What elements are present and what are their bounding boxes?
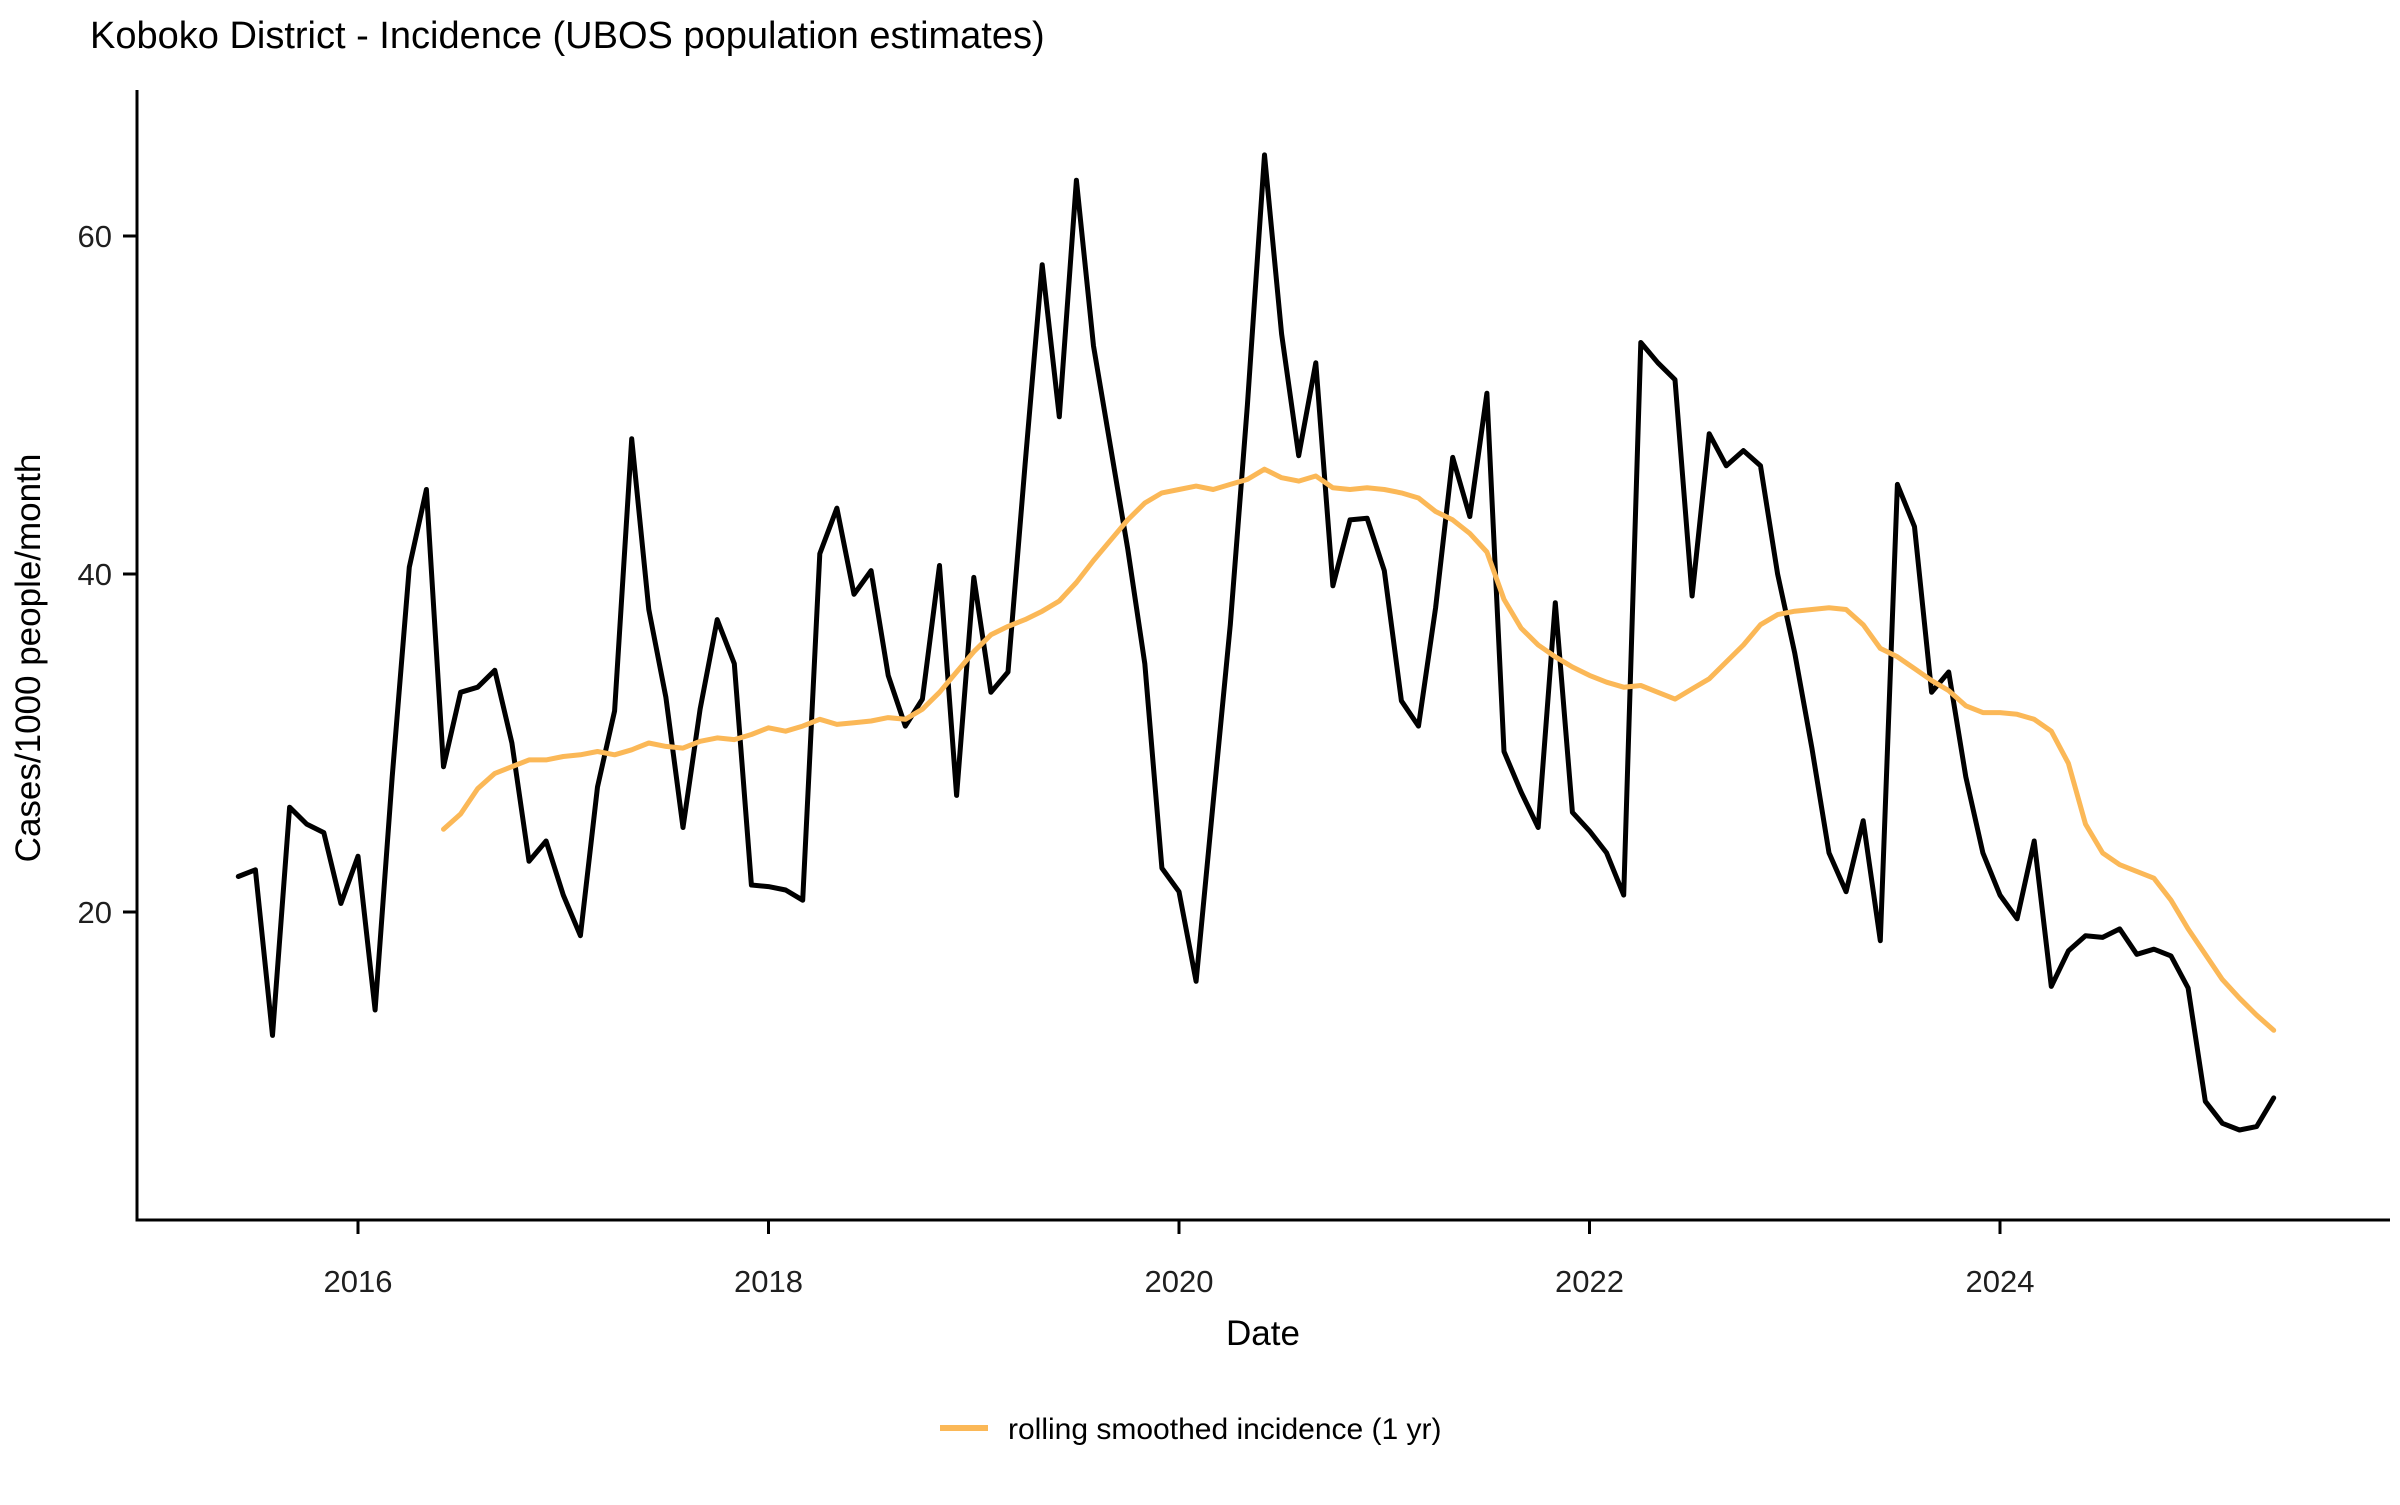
- x-axis-ticks: 2016 2018 2020 2022 2024: [324, 1220, 2035, 1299]
- y-tick-label: 40: [78, 557, 112, 592]
- x-tick-label: 2024: [1966, 1264, 2035, 1299]
- y-tick-label: 20: [78, 895, 112, 930]
- x-axis-label: Date: [1226, 1314, 1300, 1353]
- y-tick-label: 60: [78, 219, 112, 254]
- y-axis-ticks: 20 40 60: [78, 219, 137, 930]
- legend: rolling smoothed incidence (1 yr): [940, 1413, 1442, 1446]
- monthly-incidence-line: [235, 152, 2277, 1133]
- x-tick-label: 2022: [1555, 1264, 1624, 1299]
- x-tick-label: 2018: [734, 1264, 803, 1299]
- x-tick-label: 2020: [1145, 1264, 1214, 1299]
- chart-title: Koboko District - Incidence (UBOS popula…: [90, 15, 1045, 57]
- plot-lines: [235, 152, 2277, 1133]
- x-tick-label: 2016: [324, 1264, 393, 1299]
- y-axis-label: Cases/1000 people/month: [9, 454, 48, 863]
- rolling-smoothed-incidence-line: [441, 466, 2277, 1033]
- legend-label: rolling smoothed incidence (1 yr): [1008, 1413, 1442, 1446]
